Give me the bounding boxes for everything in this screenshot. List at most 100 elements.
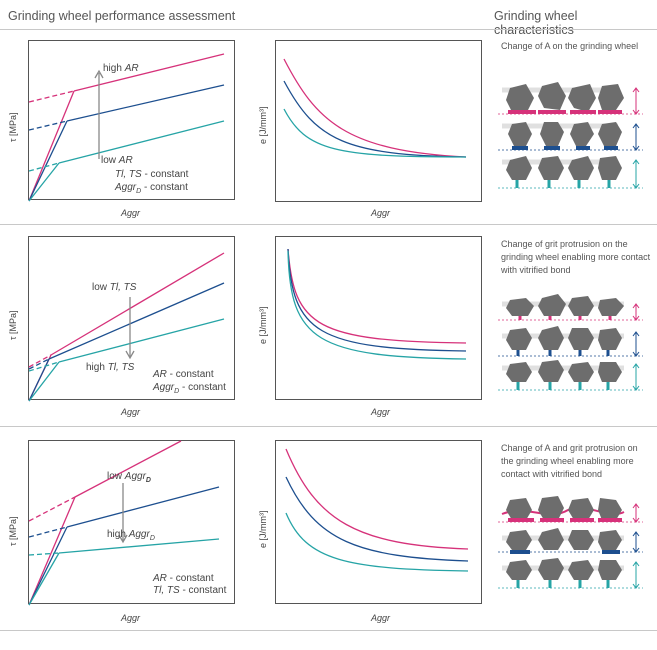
constant-note: Tl, TS - constant <box>115 169 189 180</box>
arrow-head <box>125 350 135 360</box>
grit <box>538 558 564 580</box>
constant-note: AR - constant <box>153 369 214 380</box>
grit-row <box>498 156 643 189</box>
section-title-characteristics: Grinding wheel characteristics <box>494 9 578 37</box>
x-axis-label: Aggr <box>121 208 141 218</box>
annotation-top: low AggrD <box>107 471 151 484</box>
grit <box>538 82 566 110</box>
grit <box>506 84 534 112</box>
grit <box>538 528 564 550</box>
grit <box>598 84 624 110</box>
line-teal-dashed <box>28 361 60 372</box>
line-navy-dashed <box>28 120 68 131</box>
line-teal <box>28 361 60 402</box>
line-magenta <box>28 496 76 606</box>
characteristic-description: Change of grit protrusion on the grindin… <box>501 239 651 275</box>
curve-magenta <box>283 58 467 158</box>
e-chart-row2 <box>275 236 482 400</box>
annotation-bottom: low AR <box>101 155 133 166</box>
y-axis-label: τ [MPa] <box>8 516 18 546</box>
annotation-bottom: high AggrD <box>107 529 155 542</box>
tau-chart-row2: low Tl, TS high Tl, TS AR - constant Agg… <box>28 236 235 402</box>
grit-row <box>498 360 643 391</box>
line-teal <box>58 318 225 363</box>
constant-note: AggrD - constant <box>115 182 188 195</box>
constant-note: AR - constant <box>153 573 214 584</box>
y-axis-label: e [J/mm³] <box>258 510 268 549</box>
curve-navy <box>283 80 467 158</box>
grit <box>568 498 594 520</box>
grit <box>598 498 622 520</box>
grit <box>506 530 532 550</box>
line-magenta-dashed <box>28 354 52 368</box>
curve-magenta <box>287 248 467 344</box>
grit <box>506 560 532 580</box>
grit-row <box>498 82 643 115</box>
grit-row <box>498 558 643 589</box>
grit <box>538 326 564 350</box>
grit <box>506 362 532 382</box>
arrow-head <box>118 534 128 544</box>
line-magenta <box>28 90 75 202</box>
curve-magenta <box>285 448 469 550</box>
grit <box>506 156 532 180</box>
grit <box>538 496 564 520</box>
grit <box>598 122 622 146</box>
line-magenta <box>50 252 225 356</box>
line-magenta <box>73 53 225 92</box>
line-magenta-dashed <box>28 496 76 522</box>
line-navy <box>28 526 68 606</box>
curve-teal <box>287 250 467 360</box>
e-chart-row3 <box>275 440 482 604</box>
x-axis-label: Aggr <box>121 407 141 417</box>
grit-row <box>498 528 643 554</box>
line-teal-dashed <box>28 162 60 172</box>
annotation-bottom: high Tl, TS <box>86 362 135 373</box>
grit <box>538 294 566 316</box>
line-teal <box>28 162 60 202</box>
divider <box>0 224 657 225</box>
grit <box>540 122 564 146</box>
section-title-performance: Grinding wheel performance assessment <box>8 9 236 23</box>
grit <box>538 156 564 180</box>
y-axis-label: e [J/mm³] <box>258 106 268 145</box>
divider <box>0 630 657 631</box>
grit <box>568 362 594 382</box>
line-navy <box>28 120 68 202</box>
line-navy <box>66 84 225 122</box>
grit <box>598 530 622 550</box>
grit <box>568 560 594 580</box>
grit <box>568 328 594 350</box>
tau-chart-row3: low AggrD high AggrD AR - constant Tl, T… <box>28 440 235 606</box>
line-navy <box>66 486 220 528</box>
x-axis-label: Aggr <box>121 613 141 623</box>
line-teal-dashed <box>28 552 60 556</box>
y-axis-label: τ [MPa] <box>8 310 18 340</box>
grit <box>568 296 594 316</box>
grit <box>508 122 532 146</box>
y-axis-label: e [J/mm³] <box>258 306 268 345</box>
x-axis-label: Aggr <box>371 613 391 623</box>
grit-row <box>498 326 643 357</box>
line-navy <box>48 282 225 360</box>
grit <box>598 298 624 316</box>
curve-navy <box>287 248 467 352</box>
grit <box>598 328 622 350</box>
grit <box>598 156 622 180</box>
grit <box>538 360 564 382</box>
constant-note: AggrD - constant <box>153 382 226 395</box>
arrow-head <box>94 69 104 79</box>
grit <box>568 530 594 550</box>
grit <box>598 362 622 382</box>
annotation-top: low Tl, TS <box>92 282 137 293</box>
divider <box>0 29 657 30</box>
characteristic-description: Change of A and grit protrusion on the g… <box>501 443 638 479</box>
y-axis-label: τ [MPa] <box>8 112 18 142</box>
grit-illustration-row2 <box>498 294 643 391</box>
curve-teal <box>283 108 467 158</box>
line-teal <box>58 538 220 554</box>
grit-row <box>498 294 643 321</box>
line-teal <box>28 552 60 606</box>
line-magenta-dashed <box>28 90 75 103</box>
line-magenta <box>74 440 182 498</box>
